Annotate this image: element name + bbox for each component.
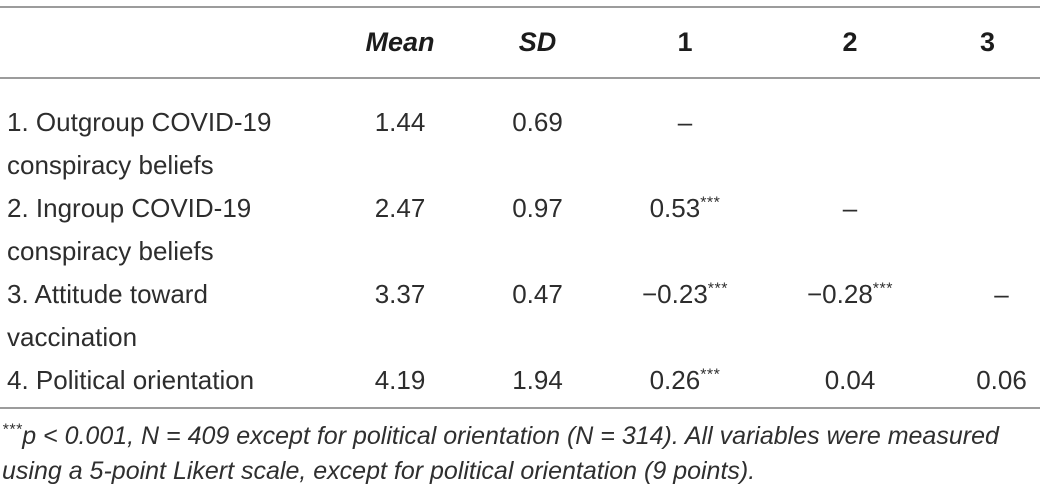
significance-asterisks: *** (707, 280, 728, 298)
cell-mean: 1.44 (374, 107, 426, 137)
corr-value: 0.06 (976, 365, 1027, 395)
column-header-variable (0, 7, 330, 79)
table-footnote: ***p < 0.001, N = 409 except for politic… (0, 419, 1038, 489)
corr-value: – (677, 107, 693, 137)
cell-mean: 4.19 (374, 365, 426, 395)
cell-corr-3 (935, 78, 1040, 187)
cell-corr-3: – (935, 273, 1040, 359)
cell-corr-2: 0.04 (765, 359, 935, 408)
cell-corr-1: – (605, 78, 765, 187)
column-header-mean: Mean (330, 7, 470, 79)
corr-value: 0.53 (649, 193, 701, 223)
header-row: Mean SD 1 2 3 (0, 7, 1040, 79)
significance-asterisks: *** (872, 280, 893, 298)
corr-value: −0.28 (807, 279, 873, 309)
footnote-text: p < 0.001, N = 409 except for political … (2, 422, 999, 485)
cell-sd: 0.69 (512, 107, 563, 137)
table-row: 4. Political orientation 4.19 1.94 0.26*… (0, 359, 1040, 408)
cell-corr-2: – (765, 187, 935, 273)
cell-sd: 1.94 (512, 365, 563, 395)
cell-corr-1: 0.26*** (605, 359, 765, 408)
cell-corr-3 (935, 187, 1040, 273)
corr-value: – (842, 193, 858, 223)
significance-asterisks: *** (700, 194, 721, 212)
table-row: 2. Ingroup COVID-19 conspiracy beliefs 2… (0, 187, 1040, 273)
row-label: 1. Outgroup COVID-19 conspiracy beliefs (7, 107, 272, 180)
corr-value: 0.26 (649, 365, 701, 395)
row-label: 3. Attitude toward vaccination (7, 279, 208, 352)
cell-corr-2 (765, 78, 935, 187)
column-header-sd: SD (470, 7, 605, 79)
corr-value: −0.23 (642, 279, 708, 309)
column-header-1: 1 (605, 7, 765, 79)
row-label: 2. Ingroup COVID-19 conspiracy beliefs (7, 193, 252, 266)
table-row: 3. Attitude toward vaccination 3.37 0.47… (0, 273, 1040, 359)
cell-sd: 0.47 (512, 279, 563, 309)
cell-corr-1: −0.23*** (605, 273, 765, 359)
column-header-2: 2 (765, 7, 935, 79)
correlation-table: Mean SD 1 2 3 1. Outgroup COVID-19 consp… (0, 6, 1040, 409)
cell-corr-2: −0.28*** (765, 273, 935, 359)
row-label: 4. Political orientation (7, 365, 255, 395)
significance-asterisks: *** (700, 366, 721, 384)
cell-corr-1: 0.53*** (605, 187, 765, 273)
table-row: 1. Outgroup COVID-19 conspiracy beliefs … (0, 78, 1040, 187)
significance-asterisks: *** (2, 421, 23, 439)
corr-value: 0.04 (824, 365, 876, 395)
cell-mean: 3.37 (374, 279, 426, 309)
cell-sd: 0.97 (512, 193, 563, 223)
corr-value: – (994, 279, 1009, 309)
cell-corr-3: 0.06 (935, 359, 1040, 408)
column-header-3: 3 (935, 7, 1040, 79)
cell-mean: 2.47 (374, 193, 426, 223)
